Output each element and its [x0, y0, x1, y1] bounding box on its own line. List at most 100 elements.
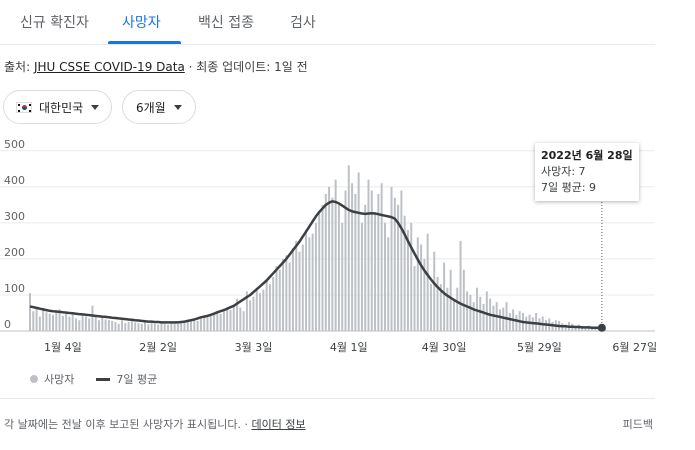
bar	[170, 321, 173, 331]
bar	[242, 311, 245, 331]
bar	[311, 233, 314, 331]
bar	[364, 204, 367, 331]
bar	[278, 269, 281, 331]
bar	[357, 172, 360, 331]
bar	[433, 251, 436, 331]
bar	[446, 287, 449, 331]
bar	[347, 165, 350, 331]
bar	[203, 316, 206, 331]
bar	[498, 309, 501, 331]
x-tick-label: 4월 30일	[422, 340, 467, 354]
bar	[443, 262, 446, 331]
bar	[288, 262, 291, 331]
bar	[413, 266, 416, 331]
bar	[420, 244, 423, 331]
country-select[interactable]: 대한민국	[3, 90, 112, 124]
tooltip-average: 7일 평균: 9	[541, 181, 597, 194]
bar	[479, 296, 482, 331]
bar	[150, 323, 153, 331]
bar	[462, 269, 465, 331]
bar	[236, 298, 239, 331]
bar	[239, 307, 242, 331]
source-prefix: 출처:	[4, 60, 31, 74]
bar	[410, 222, 413, 331]
bar	[144, 321, 147, 331]
bar	[167, 324, 170, 331]
period-select[interactable]: 6개월	[122, 90, 196, 124]
bar	[78, 320, 81, 331]
bar	[285, 255, 288, 331]
bar	[314, 222, 317, 331]
last-updated: · 최종 업데이트: 1일 전	[184, 60, 308, 74]
bar	[452, 298, 455, 331]
bar	[114, 321, 117, 331]
bar	[551, 321, 554, 331]
bar	[229, 310, 232, 331]
bar	[163, 323, 166, 331]
x-tick-label: 2월 2일	[139, 340, 177, 354]
bar	[127, 321, 130, 331]
bar	[305, 230, 308, 331]
bar	[160, 323, 163, 331]
bar	[124, 323, 127, 331]
tab-new-cases[interactable]: 신규 확진자	[20, 15, 89, 31]
bar	[459, 240, 462, 331]
bar	[308, 237, 311, 331]
active-tab-indicator	[108, 41, 181, 44]
data-info-link[interactable]: 데이터 정보	[251, 418, 306, 431]
bar	[134, 322, 137, 331]
bar	[525, 316, 528, 331]
tab-deaths[interactable]: 사망자	[122, 15, 161, 31]
bar	[472, 302, 475, 331]
deaths-chart[interactable]: 500 400 300 200 100 0 1월 4일 2월 2일 3월 3일 4월 1일 4월 3…	[0, 140, 660, 365]
bar	[173, 323, 176, 331]
chart-tooltip: 2022년 6월 28일 사망자: 7 7일 평균: 9	[535, 143, 639, 201]
bar	[301, 244, 304, 331]
x-tick-label: 6월 27일	[612, 340, 657, 354]
bar	[88, 318, 91, 331]
bar	[590, 327, 593, 331]
bar	[252, 296, 255, 331]
bar	[318, 212, 321, 331]
bar	[324, 194, 327, 331]
source-link[interactable]: JHU CSSE COVID-19 Data	[33, 60, 185, 74]
bar	[584, 326, 587, 331]
tooltip-deaths: 사망자: 7	[541, 165, 586, 178]
bar	[121, 320, 124, 331]
y-tick-label: 100	[4, 282, 25, 295]
bar	[193, 319, 196, 331]
bar	[321, 204, 324, 331]
chevron-down-icon	[91, 104, 100, 110]
average-line	[29, 200, 602, 330]
bar	[216, 312, 219, 331]
bar	[259, 293, 262, 331]
bar-legend-icon	[30, 375, 38, 383]
bar	[505, 302, 508, 331]
bar	[81, 314, 84, 331]
bar	[232, 305, 235, 331]
bar	[380, 183, 383, 331]
bar	[291, 248, 294, 331]
bar	[58, 309, 61, 331]
tab-testing[interactable]: 검사	[290, 15, 316, 31]
hover-point	[597, 323, 606, 332]
bar	[262, 289, 265, 331]
bar	[84, 316, 87, 331]
x-tick-label: 3월 3일	[235, 340, 273, 354]
bar	[535, 312, 538, 331]
feedback-link[interactable]: 피드백	[622, 418, 653, 431]
bar	[469, 294, 472, 331]
bar	[298, 251, 301, 331]
bar	[130, 320, 133, 331]
bar	[360, 222, 363, 331]
bar	[275, 266, 278, 331]
footer-divider	[0, 398, 655, 399]
country-label: 대한민국	[39, 100, 84, 115]
tab-bar: 신규 확진자 사망자 백신 접종 검사	[0, 0, 655, 45]
bar	[331, 197, 334, 331]
tab-vaccination[interactable]: 백신 접종	[198, 15, 254, 31]
bar	[334, 179, 337, 331]
bar	[65, 313, 68, 331]
bar	[176, 323, 179, 331]
bar	[68, 316, 71, 331]
